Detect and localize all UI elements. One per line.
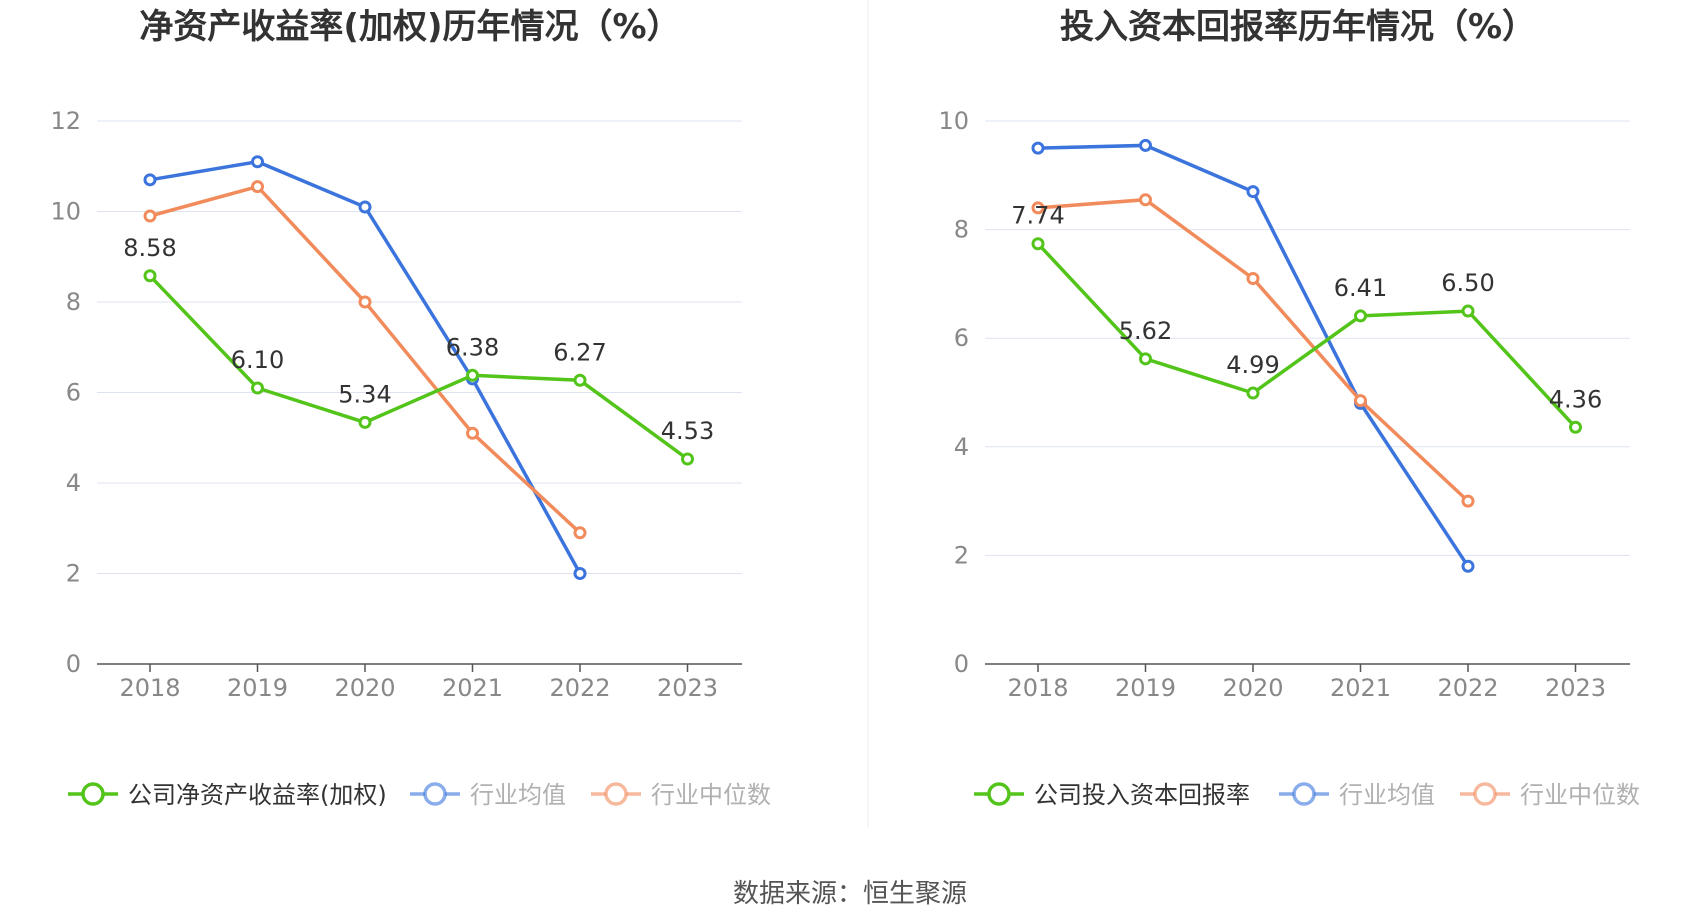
chart-roe: 净资产收益率(加权)历年情况（%） 0 2 4 6 8 10 12 2018 2019 2020 20… — [50, 7, 771, 809]
y-tick-label: 2 — [954, 541, 969, 569]
y-tick-label: 6 — [954, 324, 969, 352]
data-label: 6.38 — [446, 333, 499, 361]
data-point — [358, 415, 372, 429]
y-tick-label: 2 — [66, 560, 81, 588]
data-label: 7.74 — [1011, 202, 1064, 230]
chart-roic: 投入资本回报率历年情况（%） 0 2 4 6 8 10 2018 2019 2020 2021 202… — [938, 7, 1640, 809]
data-point — [143, 173, 157, 187]
y-tick-label: 6 — [66, 379, 81, 407]
y-tick-label: 0 — [66, 650, 81, 678]
x-tick-label: 2022 — [549, 674, 610, 702]
y-tick-label: 10 — [50, 198, 81, 226]
chart-title: 净资产收益率(加权)历年情况（%） — [139, 7, 680, 47]
data-point — [1031, 201, 1045, 215]
x-tick-label: 2021 — [1330, 674, 1391, 702]
legend-label: 行业均值 — [470, 781, 566, 809]
data-point — [1461, 494, 1475, 508]
y-tick-label: 8 — [66, 288, 81, 316]
data-label: 6.10 — [231, 346, 284, 374]
x-tick-label: 2023 — [657, 674, 718, 702]
legend-item[interactable]: 行业均值 — [1279, 781, 1435, 809]
data-label: 6.41 — [1334, 274, 1387, 302]
legend-swatch-marker — [987, 782, 1011, 806]
x-tick-label: 2022 — [1437, 674, 1498, 702]
data-point — [1246, 271, 1260, 285]
data-point — [1246, 185, 1260, 199]
y-tick-label: 10 — [938, 107, 969, 135]
data-point — [1354, 309, 1367, 323]
data-point — [1461, 304, 1475, 318]
data-point — [1139, 352, 1152, 366]
y-tick-label: 8 — [954, 216, 969, 244]
data-point — [143, 269, 157, 283]
data-point — [251, 381, 264, 395]
data-label: 8.58 — [123, 234, 176, 262]
series-line — [149, 184, 582, 535]
data-point — [358, 295, 372, 309]
legend-swatch-marker — [81, 782, 105, 806]
data-label: 5.34 — [338, 380, 391, 408]
data-point — [1139, 193, 1152, 207]
data-point — [1354, 394, 1367, 408]
data-point — [573, 373, 587, 387]
data-point — [1031, 237, 1045, 251]
legend-label: 行业均值 — [1339, 781, 1435, 809]
legend-item[interactable]: 行业中位数 — [1460, 781, 1640, 809]
x-tick-label: 2023 — [1545, 674, 1606, 702]
legend-swatch-marker — [423, 782, 447, 806]
legend-item[interactable]: 公司投入资本回报率 — [974, 781, 1250, 809]
data-point — [466, 368, 479, 382]
data-point — [573, 567, 587, 580]
data-point — [143, 209, 157, 223]
data-label: 6.50 — [1441, 269, 1494, 297]
data-point — [1031, 141, 1045, 155]
chart-title: 投入资本回报率历年情况（%） — [1060, 7, 1536, 47]
source-note: 数据来源：恒生聚源 — [733, 879, 967, 909]
series-line — [1036, 242, 1577, 429]
x-tick-label: 2020 — [1222, 674, 1283, 702]
y-tick-label: 4 — [66, 469, 81, 497]
x-tick-label: 2020 — [334, 674, 395, 702]
data-label: 5.62 — [1119, 317, 1172, 345]
legend-swatch-marker — [604, 782, 628, 806]
legend-swatch-marker — [1292, 782, 1316, 806]
y-tick-label: 4 — [954, 433, 969, 461]
legend-label: 行业中位数 — [1520, 781, 1640, 809]
data-point — [1461, 559, 1475, 573]
legend-label: 行业中位数 — [651, 781, 771, 809]
data-point — [251, 180, 264, 194]
legend-label: 公司投入资本回报率 — [1034, 781, 1250, 809]
data-point — [681, 452, 694, 466]
data-point — [466, 426, 479, 440]
x-tick-label: 2021 — [442, 674, 503, 702]
legend-label: 公司净资产收益率(加权) — [128, 781, 387, 809]
legend-swatch-marker — [1473, 782, 1497, 806]
data-label: 4.36 — [1549, 385, 1602, 413]
data-point — [1139, 138, 1152, 152]
data-point — [358, 200, 372, 214]
series-line — [148, 274, 689, 461]
series-line — [149, 159, 582, 575]
y-tick-label: 12 — [50, 107, 81, 135]
legend-item[interactable]: 行业中位数 — [591, 781, 771, 809]
x-tick-label: 2018 — [1007, 674, 1068, 702]
x-tick-label: 2018 — [119, 674, 180, 702]
x-tick-label: 2019 — [227, 674, 288, 702]
data-label: 4.99 — [1226, 351, 1279, 379]
data-point — [1569, 420, 1582, 434]
data-point — [1246, 386, 1260, 400]
data-point — [251, 155, 264, 169]
data-point — [573, 526, 587, 540]
legend-item[interactable]: 行业均值 — [410, 781, 566, 809]
x-tick-label: 2019 — [1115, 674, 1176, 702]
y-tick-label: 0 — [954, 650, 969, 678]
legend-item[interactable]: 公司净资产收益率(加权) — [68, 781, 387, 809]
data-label: 6.27 — [553, 338, 606, 366]
data-label: 4.53 — [661, 417, 714, 445]
